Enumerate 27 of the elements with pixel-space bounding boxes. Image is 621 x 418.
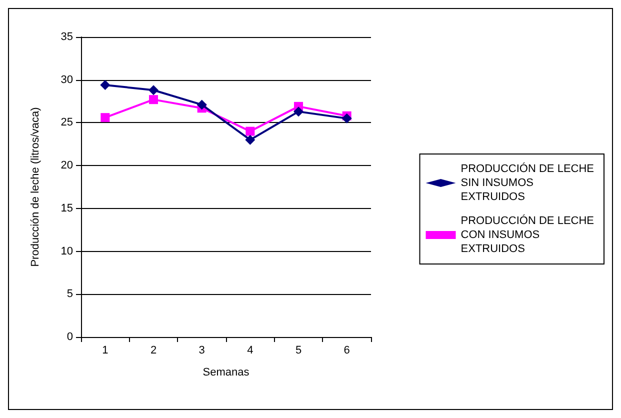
x-tick-label: 6 bbox=[344, 344, 350, 356]
point bbox=[196, 100, 207, 110]
x-tick-label: 1 bbox=[102, 344, 108, 356]
x-tick-label: 4 bbox=[247, 344, 254, 356]
y-tick-label: 25 bbox=[60, 116, 73, 129]
point bbox=[148, 85, 158, 96]
y-tick-label: 35 bbox=[60, 31, 73, 43]
x-tick-label: 2 bbox=[150, 344, 157, 356]
x-axis-title: Semanas bbox=[202, 366, 250, 378]
y-tick-label: 10 bbox=[60, 245, 73, 258]
point bbox=[246, 126, 255, 136]
x-tick-label: 3 bbox=[198, 344, 205, 356]
y-tick-label: 30 bbox=[60, 74, 73, 86]
point bbox=[294, 106, 304, 117]
y-tick-label: 20 bbox=[60, 160, 73, 172]
x-tick-label: 5 bbox=[295, 344, 302, 356]
point bbox=[149, 95, 158, 104]
point bbox=[342, 113, 352, 124]
point bbox=[100, 80, 110, 90]
y-tick-label: 15 bbox=[60, 202, 73, 214]
point bbox=[100, 113, 110, 122]
point bbox=[245, 134, 256, 145]
y-axis-title: Producción de leche (litros/vaca) bbox=[30, 107, 42, 267]
legend-label: PRODUCCIÓN DE LECHE SIN INSUMOS EXTRUIDOS bbox=[460, 162, 594, 203]
y-tick-label: 0 bbox=[66, 331, 73, 343]
legend-label: PRODUCCIÓN DE LECHE CON INSUMOS EXTRUIDOS bbox=[460, 214, 594, 255]
y-tick-label: 5 bbox=[66, 288, 73, 300]
